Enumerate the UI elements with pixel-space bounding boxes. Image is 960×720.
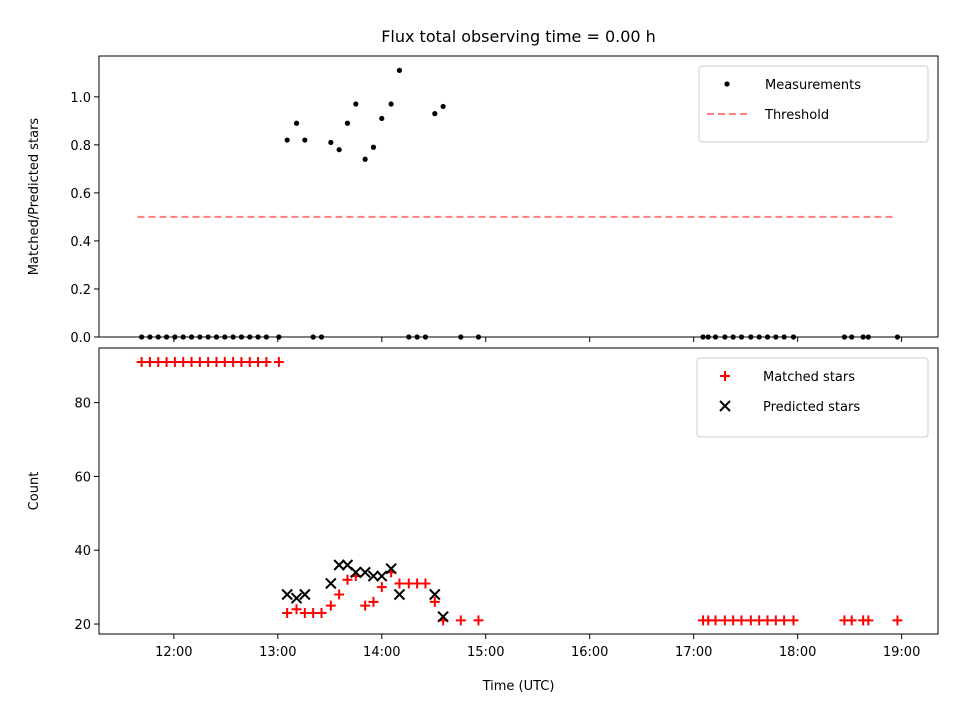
y-tick-label: 0.2 xyxy=(70,283,91,298)
y-tick-label: 0.0 xyxy=(70,331,91,346)
legend-marker xyxy=(720,371,730,381)
y-tick-label: 0.8 xyxy=(70,139,91,154)
data-point xyxy=(368,596,379,607)
data-point xyxy=(316,607,327,618)
series-matched-stars xyxy=(136,357,903,626)
x-tick-label: 19:00 xyxy=(883,645,920,660)
y-tick-label: 0.4 xyxy=(70,235,91,250)
data-point xyxy=(328,139,334,146)
legend: Measurements Threshold xyxy=(698,65,929,143)
data-point xyxy=(333,559,345,571)
data-point xyxy=(788,615,799,626)
data-point xyxy=(302,137,308,143)
y-tick-label: 40 xyxy=(74,544,91,559)
data-point xyxy=(432,111,438,117)
data-point xyxy=(344,120,351,126)
x-axis-label: Time (UTC) xyxy=(482,679,555,694)
data-point xyxy=(325,600,336,611)
y-tick-label: 0.6 xyxy=(70,187,91,202)
data-point xyxy=(429,588,441,601)
legend-label: Matched stars xyxy=(763,370,855,385)
data-point xyxy=(429,596,440,607)
data-point xyxy=(291,604,302,615)
y-tick-label: 80 xyxy=(74,397,91,412)
x-tick-label: 18:00 xyxy=(779,645,816,660)
data-point xyxy=(736,615,747,626)
data-point xyxy=(281,588,293,601)
data-point xyxy=(388,101,394,107)
data-point xyxy=(336,147,342,153)
data-point xyxy=(779,615,790,626)
y-axis-label: Matched/Predicted stars xyxy=(27,118,42,276)
data-point xyxy=(892,615,903,626)
data-point xyxy=(299,588,311,601)
data-point xyxy=(376,570,388,582)
axes-frame xyxy=(98,347,939,635)
x-tick-label: 17:00 xyxy=(675,645,712,660)
y-tick-label: 1.0 xyxy=(70,91,91,106)
series-measurements xyxy=(139,67,901,340)
legend-marker xyxy=(724,81,730,87)
legend-label: Threshold xyxy=(764,108,829,123)
data-point xyxy=(455,615,466,626)
data-point xyxy=(282,607,293,618)
data-point xyxy=(394,578,405,589)
x-tick-label: 15:00 xyxy=(467,645,504,660)
data-point xyxy=(334,589,345,600)
data-point xyxy=(370,144,377,150)
x-tick-label: 16:00 xyxy=(571,645,608,660)
data-point xyxy=(846,615,857,626)
data-point xyxy=(376,582,387,593)
data-point xyxy=(362,156,368,162)
data-point xyxy=(342,574,353,585)
data-point xyxy=(290,592,303,604)
x-tick-label: 12:00 xyxy=(155,645,192,660)
x-tick-label: 13:00 xyxy=(259,645,296,660)
legend-label: Predicted stars xyxy=(763,400,860,415)
chart-title: Flux total observing time = 0.00 h xyxy=(381,27,656,46)
legend: Matched stars Predicted stars xyxy=(696,357,929,438)
bottom-subplot: 20 40 60 80 12:00 13:00 14:00 15:00 16:00 17:00 18… xyxy=(27,347,939,694)
data-point xyxy=(325,577,337,590)
data-point xyxy=(367,570,380,582)
data-point xyxy=(261,357,272,368)
data-point xyxy=(440,103,446,110)
data-point xyxy=(473,615,484,626)
x-tick-label: 14:00 xyxy=(363,645,400,660)
data-point xyxy=(350,566,362,579)
y-tick-label: 60 xyxy=(74,470,91,485)
data-point xyxy=(293,120,300,126)
data-point xyxy=(385,562,397,575)
legend-marker xyxy=(719,400,731,412)
axes-frame xyxy=(98,55,939,338)
data-point xyxy=(353,101,359,107)
data-point xyxy=(284,137,290,143)
y-axis-label: Count xyxy=(27,472,42,511)
data-point xyxy=(710,615,721,626)
data-point xyxy=(379,115,385,122)
data-point xyxy=(393,588,406,601)
data-point xyxy=(359,566,371,579)
data-point xyxy=(863,615,874,626)
data-point xyxy=(273,357,284,368)
data-point xyxy=(396,67,403,74)
legend-label: Measurements xyxy=(765,78,861,93)
y-tick-label: 20 xyxy=(74,618,91,633)
data-point xyxy=(360,600,371,611)
data-point xyxy=(437,610,449,623)
top-subplot: 0.0 0.2 0.4 0.6 0.8 1.0 Matched/Predicted star… xyxy=(27,55,939,346)
series-predicted-stars xyxy=(281,559,449,623)
data-point xyxy=(420,578,431,589)
